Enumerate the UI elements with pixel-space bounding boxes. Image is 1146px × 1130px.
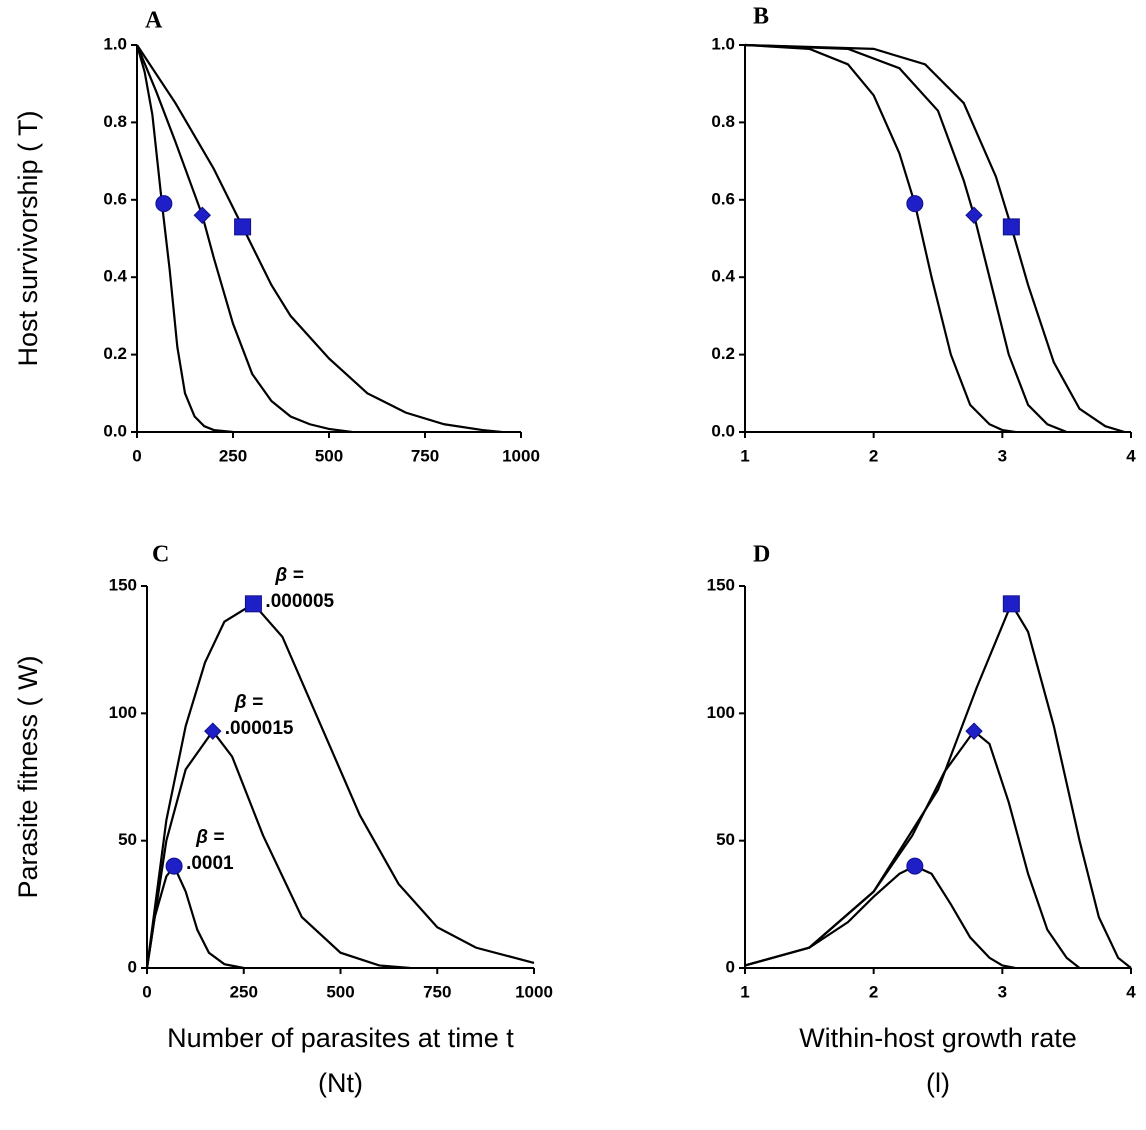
y-tick-label: 150: [707, 575, 735, 594]
x-tick-label: 0: [132, 446, 141, 465]
annotation: β =: [234, 692, 263, 713]
y-tick-label: 1.0: [103, 34, 127, 53]
y-tick-label: 0.0: [711, 421, 735, 440]
marker-circle: [165, 857, 183, 875]
marker-diamond: [193, 206, 211, 224]
y-tick-label: 100: [109, 703, 137, 722]
marker-square: [234, 218, 252, 236]
curve: [744, 43, 1016, 434]
x-tick-label: 1: [740, 446, 749, 465]
y-tick-label: 0.6: [103, 189, 127, 208]
x-tick-label: 2: [869, 446, 878, 465]
x-axis-label-2: (Nt): [318, 1068, 363, 1098]
y-tick-label: 0: [726, 957, 735, 976]
x-tick-label: 4: [1126, 446, 1136, 465]
annotation: β =: [195, 827, 224, 848]
x-axis-label-2: (l): [926, 1068, 950, 1098]
x-axis-label: Within-host growth rate: [799, 1023, 1077, 1053]
marker-diamond: [204, 722, 222, 740]
x-tick-label: 750: [423, 982, 451, 1001]
curve: [744, 729, 1081, 969]
curve: [135, 44, 234, 434]
x-tick-label: 3: [998, 446, 1007, 465]
marker-circle: [906, 195, 924, 213]
x-axis-label: Number of parasites at time t: [167, 1023, 514, 1053]
y-tick-label: 0: [128, 957, 137, 976]
x-tick-label: 1000: [502, 446, 540, 465]
y-tick-label: 0.8: [711, 112, 735, 131]
curve: [744, 864, 1016, 970]
marker-square: [1002, 218, 1020, 236]
curve: [145, 864, 244, 970]
y-tick-label: 1.0: [711, 34, 735, 53]
y-tick-label: 0.8: [103, 112, 127, 131]
x-tick-label: 250: [230, 982, 258, 1001]
y-tick-label: 0.2: [711, 344, 735, 363]
x-tick-label: 4: [1126, 982, 1136, 1001]
y-axis-label: Host survivorship ( T): [13, 110, 43, 366]
y-axis-label: Parasite fitness ( W): [13, 655, 43, 898]
marker-circle: [155, 195, 173, 213]
x-tick-label: 3: [998, 982, 1007, 1001]
x-tick-label: 500: [326, 982, 354, 1001]
marker-diamond: [965, 722, 983, 740]
x-tick-label: 750: [411, 446, 439, 465]
panel-label: A: [145, 8, 163, 34]
y-tick-label: 0.2: [103, 344, 127, 363]
marker-diamond: [965, 206, 983, 224]
panel-label: D: [753, 542, 770, 568]
x-tick-label: 0: [142, 982, 151, 1001]
y-tick-label: 50: [118, 830, 137, 849]
curve: [145, 729, 411, 970]
y-tick-label: 100: [707, 703, 735, 722]
y-tick-label: 150: [109, 575, 137, 594]
marker-circle: [906, 857, 924, 875]
x-tick-label: 1000: [515, 982, 553, 1001]
curve: [744, 43, 1068, 434]
curve: [744, 601, 1132, 969]
annotation: .000015: [225, 718, 294, 739]
panel-label: B: [753, 4, 769, 30]
annotation: .0001: [186, 853, 234, 874]
marker-square: [1002, 595, 1020, 613]
marker-square: [244, 595, 262, 613]
curve: [136, 44, 502, 434]
y-tick-label: 0.0: [103, 421, 127, 440]
curve: [145, 602, 535, 969]
curve: [135, 44, 353, 434]
y-tick-label: 0.4: [103, 267, 127, 286]
curve: [744, 43, 1125, 434]
x-tick-label: 2: [869, 982, 878, 1001]
panel-label: C: [152, 542, 169, 568]
x-tick-label: 500: [315, 446, 343, 465]
annotation: β =: [274, 565, 303, 586]
y-tick-label: 0.4: [711, 267, 735, 286]
y-tick-label: 0.6: [711, 189, 735, 208]
x-tick-label: 250: [219, 446, 247, 465]
y-tick-label: 50: [716, 830, 735, 849]
x-tick-label: 1: [740, 982, 749, 1001]
annotation: .000005: [265, 591, 334, 612]
